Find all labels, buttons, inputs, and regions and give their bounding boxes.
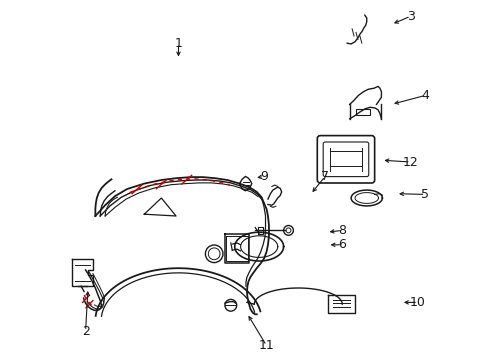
Text: 2: 2 bbox=[81, 325, 89, 338]
Text: 9: 9 bbox=[260, 170, 267, 183]
Text: 7: 7 bbox=[321, 170, 328, 183]
Text: 3: 3 bbox=[406, 10, 414, 23]
Text: 6: 6 bbox=[338, 238, 346, 251]
Text: 12: 12 bbox=[402, 156, 418, 168]
Text: 11: 11 bbox=[258, 339, 274, 352]
Text: 1: 1 bbox=[174, 37, 182, 50]
Text: 10: 10 bbox=[409, 296, 425, 309]
Text: 4: 4 bbox=[421, 89, 428, 102]
Text: 8: 8 bbox=[338, 224, 346, 237]
Bar bbox=[355, 109, 369, 115]
Text: 5: 5 bbox=[421, 188, 428, 201]
